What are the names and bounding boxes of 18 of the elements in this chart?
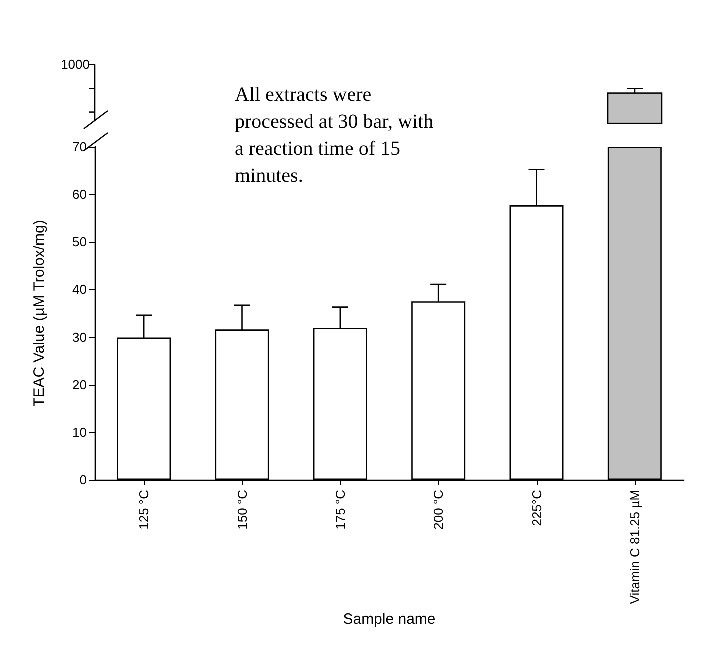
y-axis-title: TEAC Value (µM Trolox/mg) (31, 220, 48, 407)
y-tick-label: 30 (72, 330, 87, 345)
x-tick-label: 200 °C (431, 490, 446, 530)
annotation: All extracts were processed at 30 bar, with a reaction time of 15 minutes. (235, 83, 435, 189)
text: 1000 (60, 57, 90, 72)
y-tick-label: 10 (72, 424, 87, 440)
x-tick-label: 225°C (529, 490, 544, 526)
y-tick-label: 50 (72, 234, 87, 250)
x-tick-label: Vitamin C 81.25 µM (627, 490, 642, 604)
x-axis-title: Sample name (343, 611, 436, 628)
y-tick-label: 70 (72, 140, 87, 154)
y-tick-label: 60 (72, 187, 87, 202)
x-tick-label: 175 °C (332, 490, 348, 530)
x-tick-label: 150 °C (234, 490, 250, 530)
y-tick-label: 40 (72, 282, 87, 298)
y-tick-label: 20 (72, 377, 87, 392)
y-tick-label: 0 (80, 472, 87, 488)
x-tick-label: 125 °C (136, 490, 152, 530)
